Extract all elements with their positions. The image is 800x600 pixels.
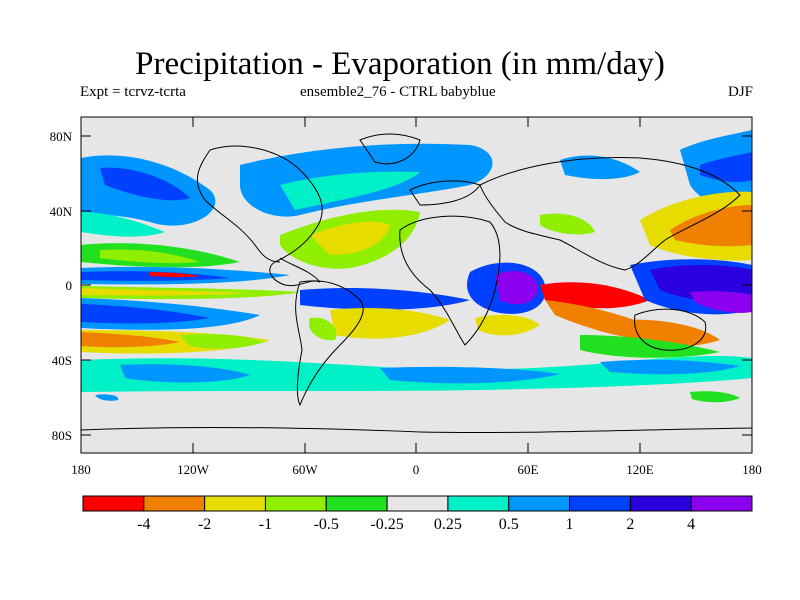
field-region [330, 308, 450, 339]
colorbar-label: -2 [198, 516, 211, 533]
field-region [700, 152, 752, 183]
field-region [150, 272, 200, 278]
colorbar-label: 0.5 [499, 516, 519, 533]
field-region [600, 359, 740, 375]
field-region [81, 212, 165, 237]
field-region [495, 270, 538, 305]
colorbar-swatch [204, 495, 266, 512]
colorbar-label: 1 [566, 516, 574, 533]
colorbar-label: -1 [259, 516, 272, 533]
colorbar-swatch [264, 495, 327, 512]
lon-tick-label: 60W [292, 462, 318, 477]
colorbar-swatch [447, 495, 510, 512]
field-region [560, 155, 640, 180]
colorbar-label: -4 [137, 516, 150, 533]
colorbar-label: -0.5 [314, 516, 339, 533]
field-region [309, 317, 337, 341]
coastlines [81, 133, 752, 434]
field-region [690, 391, 740, 403]
lon-tick-label: 180 [71, 462, 91, 477]
lat-tick-label: 80N [50, 129, 73, 144]
season-label: DJF [727, 84, 753, 100]
field-region [100, 167, 190, 201]
field-region [540, 213, 595, 235]
colorbar-swatch [508, 495, 571, 512]
greenland-coast [359, 133, 421, 165]
south-america-coast [295, 280, 364, 407]
africa-coast [399, 215, 501, 346]
colorbar-swatch [386, 495, 449, 512]
lon-tick-label: 0 [413, 462, 420, 477]
field-region [690, 291, 752, 313]
lat-tick-label: 40N [50, 204, 73, 219]
field-region [95, 394, 119, 401]
lon-tick-label: 120W [177, 462, 210, 477]
colorbar-label: 4 [687, 516, 695, 533]
field-region [300, 288, 470, 310]
field-region [81, 288, 250, 296]
longitude-axis: 180 120W 60W 0 60E 120E 180 [71, 117, 762, 477]
antarctica-coast [81, 426, 752, 434]
lat-tick-label: 80S [52, 428, 72, 443]
field-region [180, 333, 265, 349]
field-region [380, 366, 560, 384]
lon-tick-label: 60E [518, 462, 539, 477]
colorbar-swatch [82, 495, 145, 512]
experiment-label: Expt = tcrvz-tcrta [80, 84, 186, 100]
colorbar-label: 2 [626, 516, 634, 533]
field-region [475, 314, 540, 336]
field-region [120, 364, 250, 383]
lat-tick-label: 40S [52, 353, 72, 368]
field-region [310, 221, 390, 255]
colorbar-swatch [143, 495, 206, 512]
field-region [540, 282, 650, 309]
colorbar-swatch [629, 495, 692, 512]
colorbar-label: 0.25 [434, 516, 462, 533]
colorbar [82, 495, 753, 512]
lon-tick-label: 120E [626, 462, 654, 477]
colorbar-label: -0.25 [370, 516, 403, 533]
colorbar-swatch [325, 495, 388, 512]
lon-tick-label: 180 [742, 462, 762, 477]
latitude-axis: 80N 40N 0 40S 80S [50, 129, 752, 443]
field-region [670, 205, 752, 247]
field-region [280, 171, 420, 210]
field-region [100, 249, 200, 264]
colorbar-swatch [690, 495, 753, 512]
chart-title: Precipitation - Evaporation (in mm/day) [135, 46, 665, 82]
north-america-west-coast [196, 149, 281, 263]
field-region [81, 304, 210, 324]
precip-evap-field [81, 130, 752, 403]
lat-tick-label: 0 [66, 278, 73, 293]
colorbar-labels: -4 -2 -1 -0.5 -0.25 0.25 0.5 1 2 4 [137, 516, 695, 533]
field-region [81, 332, 180, 348]
australia-coast [634, 308, 707, 351]
ensemble-label: ensemble2_76 - CTRL babyblue [300, 84, 496, 100]
north-america-coast [209, 145, 323, 287]
asia-coast [479, 157, 741, 271]
colorbar-swatch [569, 495, 631, 512]
